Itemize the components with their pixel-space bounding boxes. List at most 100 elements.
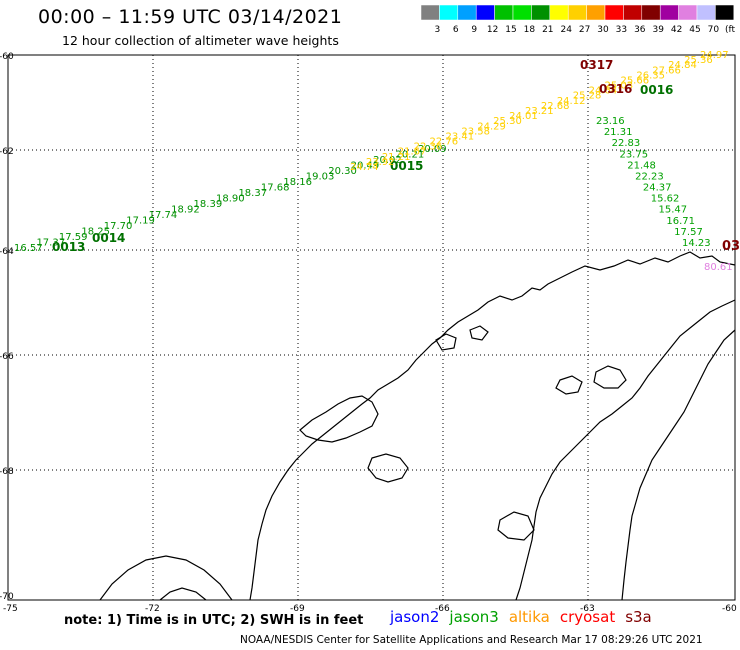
- color-scale-label: 45: [689, 25, 700, 35]
- swh-label: 17.68: [261, 183, 290, 194]
- swh-label: 26.35: [636, 70, 665, 81]
- swh-label: 18.90: [216, 194, 245, 205]
- legend-item-cryosat: cryosat: [559, 608, 616, 626]
- swh-label: 21.21: [382, 152, 411, 163]
- track-layer: 16.5717.3717.5918.2517.7017.1917.7418.92…: [14, 50, 733, 273]
- x-label: -75: [3, 604, 18, 614]
- swh-label: 24.01: [509, 111, 538, 122]
- page-title: 00:00 – 11:59 UTC 03/14/2021: [38, 6, 343, 28]
- swh-label: 15.47: [659, 205, 688, 216]
- color-scale-label: 6: [453, 25, 459, 35]
- grid-lines: [8, 55, 735, 600]
- color-scale-label: 42: [671, 25, 682, 35]
- color-scale-label: 33: [616, 25, 627, 35]
- swh-label: 16.71: [666, 216, 695, 227]
- swh-label: 22.23: [635, 171, 664, 182]
- swh-label: 17.70: [104, 221, 133, 232]
- color-scale-label: 70: [708, 25, 720, 35]
- time-label: 0014: [92, 231, 125, 245]
- swh-label: 17.57: [674, 227, 703, 238]
- swh-label: 23.92: [366, 157, 395, 168]
- y-label: -60: [0, 52, 14, 62]
- axis-labels: -60 -62 -64 -66 -68 -70 -75 -72 -69 -66 …: [0, 52, 737, 614]
- swh-label: 17.59: [59, 232, 88, 243]
- color-scale-label: 12: [487, 25, 498, 35]
- swh-label: 20.30: [328, 166, 357, 177]
- x-label: -72: [145, 604, 160, 614]
- color-scale-label: 36: [634, 25, 646, 35]
- swh-label: 18.92: [171, 205, 200, 216]
- legend-item-altika: altika: [508, 608, 550, 626]
- x-label: -69: [290, 604, 305, 614]
- time-label: 0316: [599, 82, 632, 96]
- swh-label: 24.74: [350, 162, 379, 173]
- swh-label: 22.83: [612, 138, 641, 149]
- y-label: -66: [0, 352, 14, 362]
- swh-label: 25.66: [620, 75, 649, 86]
- y-label: -68: [0, 467, 14, 477]
- cut-label: 03: [722, 239, 740, 254]
- color-scale-label: 3: [435, 25, 441, 35]
- swh-label: 22.68: [541, 101, 570, 112]
- swh-label: 25.30: [493, 116, 522, 127]
- swh-label: 19.03: [306, 172, 335, 183]
- swh-label: 23.58: [461, 126, 490, 137]
- swh-label: 23.75: [619, 149, 648, 160]
- swh-label: 25.36: [684, 55, 713, 66]
- swh-label: 24.84: [668, 60, 697, 71]
- color-scale-label: 21: [542, 25, 553, 35]
- swh-label: 25.28: [573, 91, 602, 102]
- credit-text: NOAA/NESDIS Center for Satellite Applica…: [240, 634, 703, 646]
- note-text: note: 1) Time is in UTC; 2) SWH is in fe…: [64, 613, 364, 628]
- swh-label: 23.21: [525, 106, 554, 117]
- swh-label: 23.41: [445, 131, 474, 142]
- swh-label: 24.29: [477, 121, 506, 132]
- swh-label: 24.12: [557, 96, 586, 107]
- swh-label: 27.66: [652, 65, 681, 76]
- x-label: -60: [722, 604, 737, 614]
- swh-label: 24.64: [589, 86, 618, 97]
- swh-label: 18.39: [194, 199, 223, 210]
- swh-label: 24.37: [643, 183, 672, 194]
- swh-label: 25.03: [605, 81, 634, 92]
- swh-label: 21.48: [627, 160, 656, 171]
- satellite-legend: jason2 jason3 altika cryosat s3a: [390, 608, 662, 626]
- y-label: -70: [0, 592, 14, 602]
- page-subtitle: 12 hour collection of altimeter wave hei…: [62, 33, 339, 48]
- swh-label: 16.57: [14, 243, 43, 254]
- swh-label: 17.19: [126, 216, 155, 227]
- swh-label: 24.97: [700, 50, 729, 61]
- swh-label: 20.49: [351, 161, 380, 172]
- swh-label: 22.36: [414, 142, 443, 153]
- swh-label: 80.61: [704, 262, 733, 273]
- color-scale-label: 24: [560, 25, 572, 35]
- swh-label: 23.16: [596, 116, 625, 127]
- color-scale-label: 18: [524, 25, 536, 35]
- legend-item-jason3: jason3: [449, 608, 499, 626]
- coastline: [99, 251, 736, 601]
- swh-label: 18.37: [238, 188, 267, 199]
- swh-label: 17.74: [149, 210, 178, 221]
- color-swatch: [715, 5, 735, 21]
- swh-label: 17.37: [36, 238, 65, 249]
- swh-label: 20.09: [418, 144, 447, 155]
- swh-label: 21.31: [604, 127, 633, 138]
- y-label: -62: [0, 147, 14, 157]
- color-scale-label: 15: [505, 25, 516, 35]
- swh-label: 15.62: [651, 194, 680, 205]
- time-label: 0013: [52, 240, 85, 254]
- swh-label: 22.76: [430, 137, 459, 148]
- map-frame: [7, 54, 736, 601]
- swh-label: 18.25: [81, 227, 110, 238]
- time-label: 0015: [390, 159, 423, 173]
- color-scale-label: (ft): [725, 25, 735, 35]
- y-label: -64: [0, 247, 14, 257]
- color-scale-label: 9: [471, 25, 477, 35]
- time-label: 0016: [640, 83, 673, 97]
- color-scale-label: 27: [579, 25, 590, 35]
- legend-item-s3a: s3a: [625, 608, 652, 626]
- swh-label: 21.67: [398, 147, 427, 158]
- swh-label: 20.02: [373, 155, 402, 166]
